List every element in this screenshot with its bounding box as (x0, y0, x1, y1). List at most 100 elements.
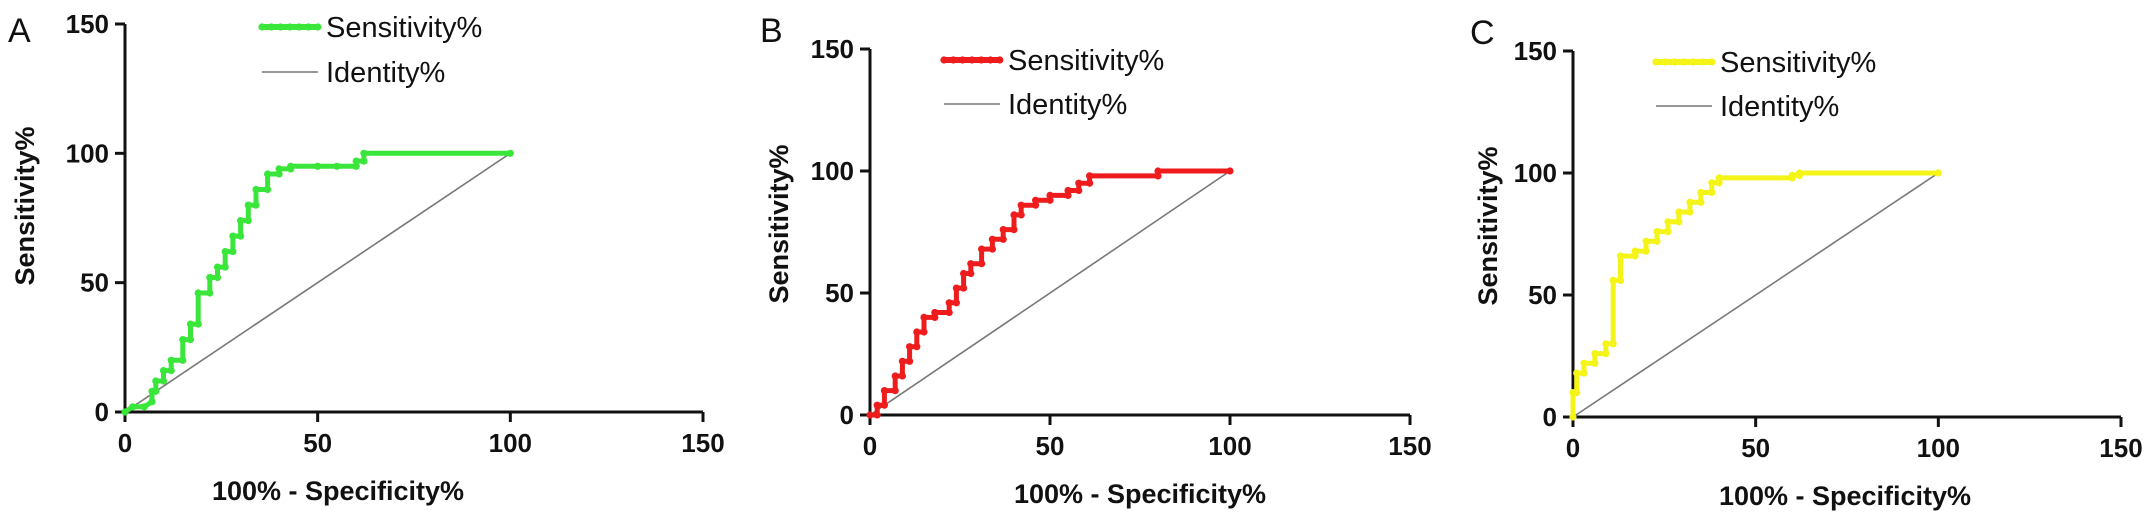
data-point (920, 328, 928, 336)
data-point (1795, 169, 1804, 177)
legend-marker (258, 23, 266, 31)
data-point (1580, 369, 1588, 377)
legend-marker (986, 56, 995, 64)
data-point (360, 157, 368, 165)
data-point (873, 411, 881, 419)
legend-marker (996, 56, 1004, 64)
legend-label-identity: Identity% (326, 57, 445, 89)
y-axis-title: Sensitivity% (764, 144, 794, 303)
legend-marker (314, 23, 322, 31)
data-point (1697, 188, 1705, 197)
data-point (1075, 186, 1083, 195)
data-point (1609, 276, 1617, 284)
data-point (967, 269, 975, 278)
data-point (1616, 252, 1625, 260)
x-tick-label: 100 (1917, 433, 1960, 463)
data-point (159, 377, 168, 385)
data-point (159, 367, 168, 375)
x-tick-label: 50 (303, 428, 332, 458)
legend-label-sensitivity: Sensitivity% (326, 12, 482, 44)
x-axis-title: 100% - Specificity% (1719, 481, 1971, 511)
data-point (1631, 247, 1639, 255)
data-point (1675, 208, 1683, 216)
y-tick-label: 0 (95, 397, 109, 427)
panel-label: A (8, 12, 31, 50)
data-point (194, 320, 202, 328)
y-tick-label: 50 (825, 278, 854, 308)
y-tick-label: 100 (66, 138, 109, 168)
data-point (898, 357, 907, 365)
x-tick-label: 100 (1208, 431, 1251, 461)
data-point (213, 263, 222, 271)
data-point (1642, 237, 1650, 245)
y-tick-label: 0 (840, 400, 854, 430)
legend-label-identity: Identity% (1720, 91, 1839, 123)
data-point (237, 232, 245, 240)
data-point (121, 408, 129, 416)
data-point (960, 269, 968, 278)
legend: Sensitivity% Identity% (1652, 47, 1876, 123)
data-point (152, 387, 160, 395)
legend-marker (977, 56, 985, 64)
data-point (978, 245, 986, 253)
data-point (1686, 198, 1694, 206)
panel-c: C 0 50 100 150 0 50 100 150 Sensitivity% Identi… (1470, 14, 2143, 511)
data-point (186, 320, 195, 328)
data-point (1017, 211, 1025, 219)
data-point (1708, 188, 1716, 197)
data-point (898, 372, 907, 380)
data-point (360, 149, 368, 157)
data-point (1697, 198, 1705, 206)
x-axis-title: 100% - Specificity% (1014, 479, 1266, 509)
data-point (1675, 218, 1683, 226)
data-point (206, 289, 214, 297)
legend-marker (1671, 58, 1679, 66)
data-point (333, 162, 341, 170)
legend-marker (1689, 58, 1697, 66)
data-point (186, 336, 195, 344)
legend: Sensitivity% Identity% (258, 12, 482, 89)
data-point (1046, 191, 1054, 199)
legend-marker (1708, 58, 1716, 66)
x-tick-label: 50 (1036, 431, 1065, 461)
legend-marker (1652, 58, 1660, 66)
data-point (1788, 171, 1796, 179)
legend-label-sensitivity: Sensitivity% (1720, 47, 1876, 79)
data-point (1010, 226, 1018, 234)
data-point (1573, 369, 1581, 377)
data-point (891, 387, 899, 395)
data-point (960, 284, 968, 292)
data-point (999, 226, 1007, 234)
plot-area: 0 50 100 150 0 50 100 150 (1514, 36, 2143, 463)
data-point (213, 273, 222, 282)
data-point (275, 165, 283, 173)
panel-b: B 0 50 100 150 0 50 100 150 Sensitivity% Identi… (760, 12, 1432, 509)
data-point (1664, 228, 1672, 236)
data-point (1064, 186, 1072, 195)
series-line-identity (124, 152, 511, 413)
data-point (264, 170, 272, 178)
data-point (1086, 179, 1094, 187)
data-point (952, 299, 961, 307)
y-tick-label: 150 (811, 34, 854, 64)
legend-marker (949, 56, 957, 64)
data-point (1602, 340, 1610, 348)
data-point (206, 273, 214, 282)
data-point (1226, 167, 1234, 175)
series-line-identity (1572, 172, 1939, 418)
data-point (1580, 359, 1588, 367)
panel-a: A 0 50 100 150 0 50 100 150 Sensitivity% Identi… (8, 9, 725, 506)
data-point (229, 232, 237, 240)
data-point (1032, 196, 1040, 204)
data-point (988, 245, 997, 253)
x-tick-label: 150 (1388, 431, 1431, 461)
x-tick-label: 150 (2099, 433, 2142, 463)
data-point (913, 328, 921, 336)
data-point (931, 308, 939, 317)
data-point (1653, 228, 1661, 236)
data-point (945, 308, 953, 317)
plot-area: 0 50 100 150 0 50 100 150 (66, 9, 725, 458)
data-point (1573, 389, 1581, 397)
data-point (1602, 350, 1610, 358)
y-tick-label: 50 (1528, 280, 1557, 310)
